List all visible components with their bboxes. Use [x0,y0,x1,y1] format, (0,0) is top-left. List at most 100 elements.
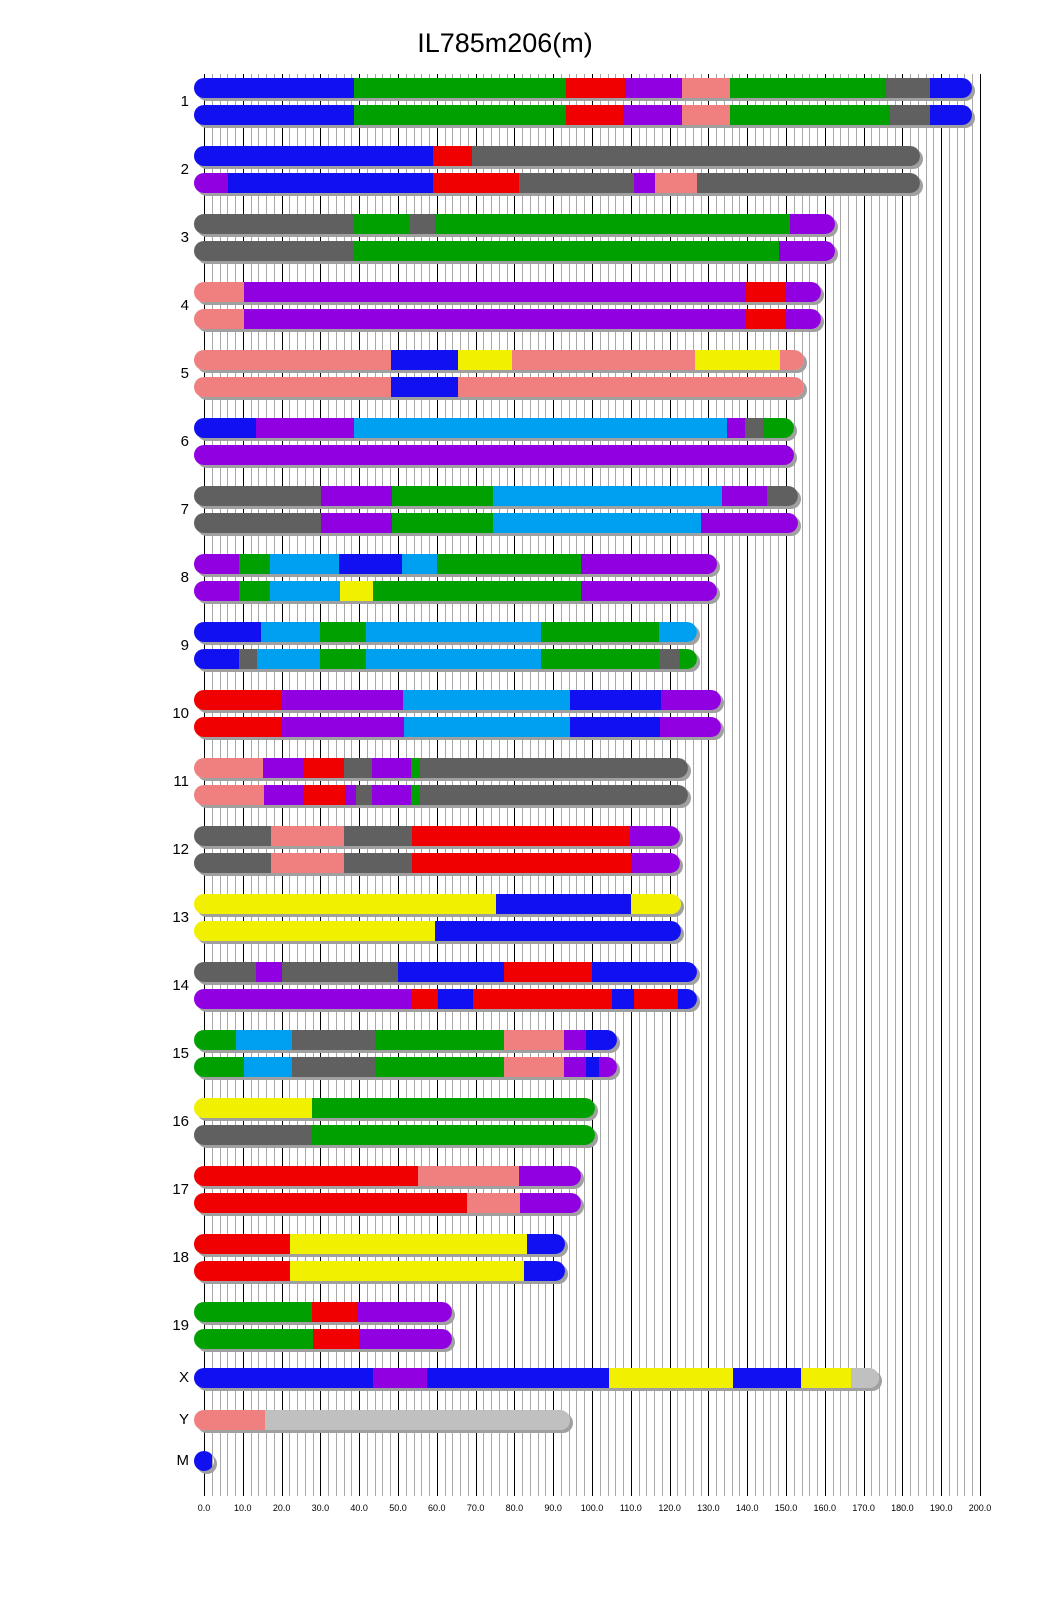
haplotype-segment [194,1166,419,1186]
haplotype-segment [194,105,355,125]
chromosome-8-haplotype-2 [194,581,717,601]
chromosome-14-haplotype-2 [194,989,698,1009]
minor-gridline [856,74,857,1496]
haplotype-segment [194,1329,314,1349]
haplotype-segment [886,78,930,98]
chromosome-12-haplotype-2 [194,853,681,873]
haplotype-segment [255,962,282,982]
chromosome-7-haplotype-2 [194,513,798,533]
haplotype-segment [320,649,367,669]
haplotype-segment [269,554,340,574]
haplotype-segment [194,1030,236,1050]
haplotype-segment [391,377,459,397]
haplotype-segment [566,105,624,125]
minor-gridline [933,74,934,1496]
chromosome-label: 17 [172,1180,189,1198]
haplotype-segment [194,513,322,533]
chromosome-14-haplotype-1 [194,962,698,982]
haplotype-segment [411,785,421,805]
haplotype-segment [493,486,722,506]
haplotype-segment [392,513,494,533]
haplotype-segment [732,1368,802,1388]
x-tick-label: 180.0 [891,1503,914,1513]
haplotype-segment [458,377,804,397]
x-tick-label: 40.0 [350,1503,368,1513]
x-tick-label: 110.0 [619,1503,642,1513]
haplotype-segment [281,690,404,710]
chromosome-19-haplotype-2 [194,1329,452,1349]
haplotype-segment [526,1234,565,1254]
haplotype-segment [566,78,625,98]
haplotype-segment [569,717,660,737]
haplotype-segment [391,350,459,370]
haplotype-segment [194,350,392,370]
haplotype-segment [290,1261,525,1281]
haplotype-segment [851,1368,880,1388]
chromosome-19-haplotype-1 [194,1302,452,1322]
haplotype-segment [519,1193,582,1213]
chromosome-13-haplotype-1 [194,894,682,914]
chromosome-label: 16 [172,1112,189,1130]
minor-gridline [879,74,880,1496]
chromosome-12-haplotype-1 [194,826,681,846]
haplotype-segment [586,1030,617,1050]
haplotype-segment [194,989,412,1009]
haplotype-segment [659,717,721,737]
minor-gridline [964,74,965,1496]
haplotype-segment [194,1410,265,1430]
haplotype-segment [290,1234,527,1254]
x-tick-label: 30.0 [311,1503,330,1513]
chromosome-6-haplotype-1 [194,418,795,438]
haplotype-segment [194,1125,312,1145]
haplotype-segment [264,785,305,805]
chromosome-label: 4 [180,296,189,314]
chromosome-label: 15 [172,1044,189,1062]
haplotype-segment [889,105,930,125]
haplotype-segment [344,785,357,805]
haplotype-segment [432,146,472,166]
haplotype-segment [194,717,282,737]
haplotype-segment [694,350,781,370]
haplotype-segment [194,282,244,302]
haplotype-segment [354,214,409,234]
haplotype-segment [581,581,717,601]
minor-gridline [949,74,950,1496]
minor-gridline [755,74,756,1496]
haplotype-segment [682,78,731,98]
x-tick-label: 150.0 [774,1503,798,1513]
haplotype-segment [472,989,613,1009]
chromosome-label: 13 [172,908,189,926]
haplotype-segment [344,853,412,873]
minor-gridline [926,74,927,1496]
chromosome-15-haplotype-1 [194,1030,617,1050]
haplotype-segment [801,1368,852,1388]
haplotype-segment [496,894,631,914]
haplotype-segment [682,105,731,125]
minor-gridline [817,74,818,1496]
haplotype-segment [612,989,634,1009]
major-gridline [825,74,826,1496]
haplotype-segment [403,690,570,710]
haplotype-segment [744,418,763,438]
chromosome-label: 3 [180,228,189,246]
haplotype-segment [372,758,412,778]
chromosome-label: M [176,1452,190,1469]
x-tick-label: 10.0 [234,1503,252,1513]
haplotype-segment [194,1261,291,1281]
haplotype-segment [727,418,745,438]
haplotype-segment [392,486,494,506]
chromosome-label: 1 [180,92,189,110]
haplotype-segment [194,921,435,941]
chromosome-label: 14 [172,976,189,994]
haplotype-segment [194,486,322,506]
minor-gridline [693,74,694,1496]
haplotype-segment [292,1057,376,1077]
haplotype-segment [194,309,244,329]
haplotype-segment [194,1451,212,1471]
haplotype-segment [359,1329,452,1349]
chromosome-label: 8 [180,568,189,586]
major-gridline [786,74,787,1496]
haplotype-segment [519,1166,582,1186]
minor-gridline [957,74,958,1496]
haplotype-segment [427,1368,610,1388]
